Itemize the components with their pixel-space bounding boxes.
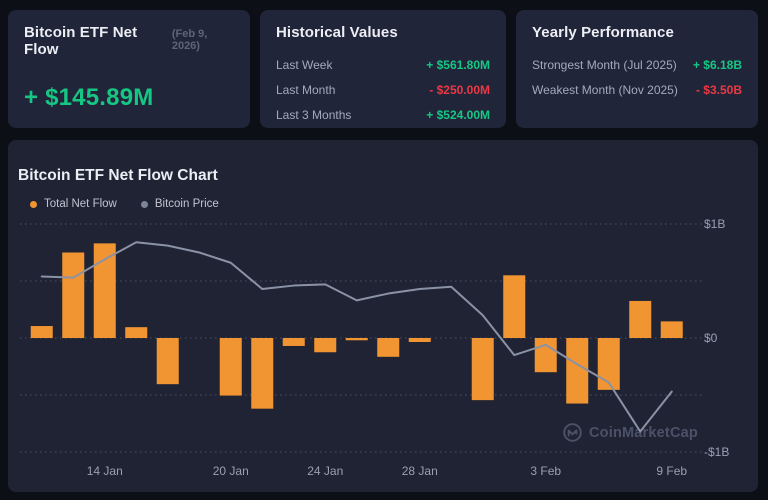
net-flow-date: (Feb 9, 2026) [171,28,208,52]
stat-label: Last Week [276,58,333,72]
net-flow-bar[interactable] [408,338,431,342]
x-axis-label: 28 Jan [402,464,438,478]
net-flow-title-row: Bitcoin ETF Net Flow (Feb 9, 2026) [24,24,234,58]
net-flow-bar[interactable] [282,338,305,346]
bitcoin-price-dot-icon [140,200,148,208]
legend-label: Bitcoin Price [154,198,219,210]
stat-row-last-month: Last Month - $250.00M [276,83,490,97]
net-flow-card-title: Bitcoin ETF Net Flow [24,24,138,58]
chart-legend: Total Net Flow Bitcoin Price [30,198,758,210]
stat-value: - $3.50B [695,83,742,97]
total-net-flow-dot-icon [30,200,37,208]
x-axis-label: 14 Jan [87,464,123,478]
net-flow-bar[interactable] [251,338,274,409]
net-flow-bar[interactable] [534,338,557,373]
y-axis-label: -$1B [704,445,729,459]
y-axis-label: $1B [704,217,725,231]
legend-bitcoin-price[interactable]: Bitcoin Price [140,198,219,210]
net-flow-bar[interactable] [62,252,85,339]
net-flow-bar[interactable] [314,338,337,353]
net-flow-bar[interactable] [471,338,494,401]
net-flow-chart[interactable]: $1B $0 -$1B 14 Jan 20 Jan 24 Jan 28 Jan 3 Feb 9 … [8,140,758,492]
net-flow-bar[interactable] [156,338,179,385]
stat-cards-row: Bitcoin ETF Net Flow (Feb 9, 2026) + $14… [0,0,768,128]
historical-values-title: Historical Values [276,24,398,41]
y-axis-label: $0 [704,331,718,345]
net-flow-bar[interactable] [345,338,368,341]
coinmarketcap-logo-icon [563,423,582,442]
stat-label: Last 3 Months [276,108,352,122]
chart-title: Bitcoin ETF Net Flow Chart [18,167,218,184]
net-flow-chart-card: Bitcoin ETF Net Flow Chart Total Net Flo… [8,140,758,492]
watermark-text: CoinMarketCap [589,424,698,441]
stat-value: - $250.00M [429,83,490,97]
yearly-performance-title: Yearly Performance [532,24,674,41]
net-flow-bar[interactable] [597,338,620,390]
stat-row-weakest-month: Weakest Month (Nov 2025) - $3.50B [532,83,742,97]
net-flow-bar[interactable] [219,338,242,396]
net-flow-bar[interactable] [30,326,53,338]
x-axis-label: 24 Jan [307,464,343,478]
net-flow-bar[interactable] [629,300,652,338]
legend-total-net-flow[interactable]: Total Net Flow [30,198,117,210]
net-flow-card: Bitcoin ETF Net Flow (Feb 9, 2026) + $14… [8,10,250,128]
net-flow-bar[interactable] [125,327,148,338]
stat-row-last-week: Last Week + $561.80M [276,58,490,72]
stat-value: + $561.80M [426,58,490,72]
stat-row-last-3-months: Last 3 Months + $524.00M [276,108,490,122]
stat-value: + $524.00M [426,108,490,122]
stat-row-strongest-month: Strongest Month (Jul 2025) + $6.18B [532,58,742,72]
coinmarketcap-watermark: CoinMarketCap [562,422,698,443]
x-axis-label: 20 Jan [213,464,249,478]
historical-values-card: Historical Values Last Week + $561.80M L… [260,10,506,128]
legend-label: Total Net Flow [44,198,117,210]
stat-label: Strongest Month (Jul 2025) [532,58,677,72]
net-flow-bar[interactable] [660,321,683,338]
stat-label: Last Month [276,83,336,97]
stat-label: Weakest Month (Nov 2025) [532,83,678,97]
net-flow-bar[interactable] [93,243,116,338]
net-flow-bar[interactable] [377,338,400,357]
x-axis-label: 3 Feb [530,464,561,478]
net-flow-bar[interactable] [566,338,589,404]
net-flow-chart-svg[interactable]: $1B $0 -$1B 14 Jan 20 Jan 24 Jan 28 Jan 3 Feb 9 … [8,140,758,492]
net-flow-value: + $145.89M [24,84,154,111]
bitcoin-price-line[interactable] [40,241,673,433]
yearly-performance-card: Yearly Performance Strongest Month (Jul … [516,10,758,128]
x-axis-label: 9 Feb [656,464,687,478]
net-flow-bar[interactable] [503,275,526,338]
stat-value: + $6.18B [692,58,742,72]
